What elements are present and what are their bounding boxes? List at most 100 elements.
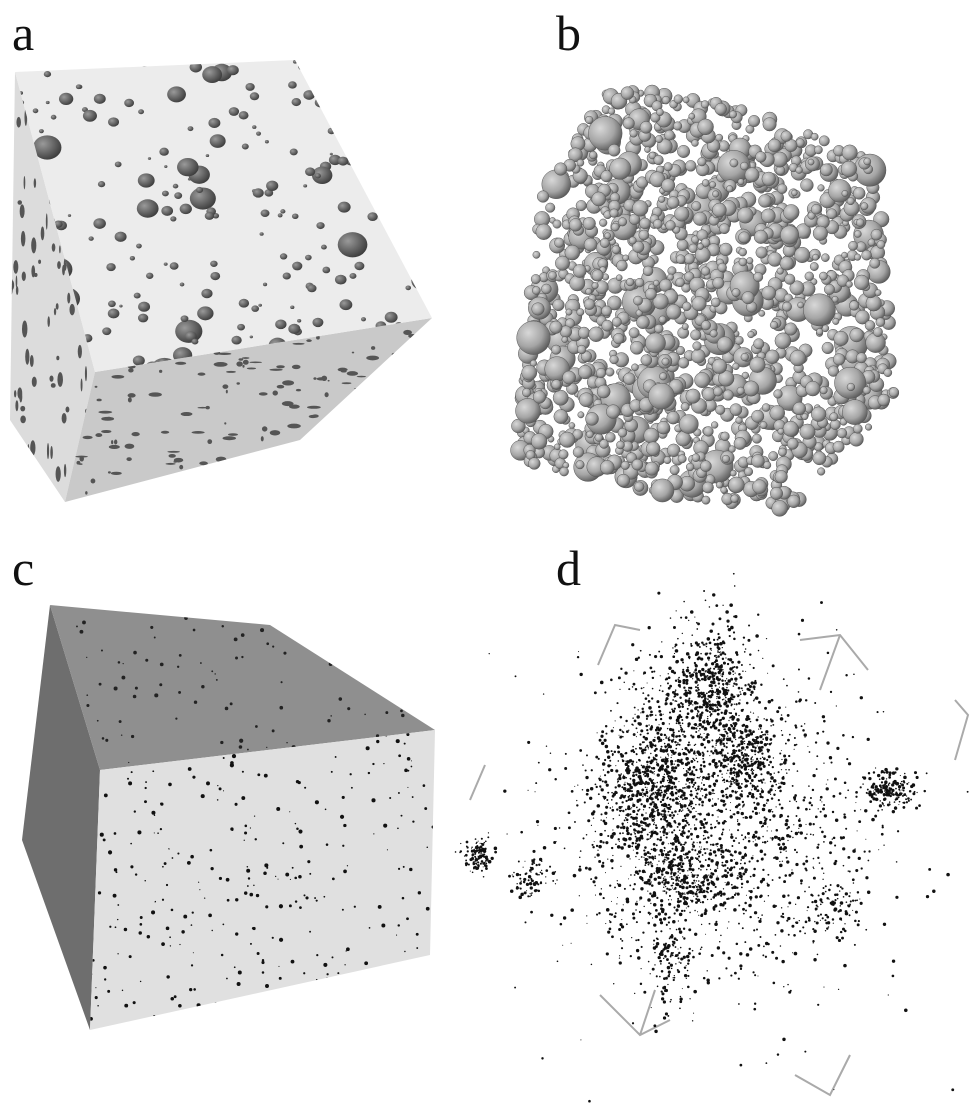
grain	[750, 357, 766, 373]
point	[706, 869, 708, 871]
point	[540, 871, 542, 873]
pore	[368, 397, 373, 399]
speck	[217, 799, 219, 801]
point	[631, 807, 632, 808]
point	[654, 857, 656, 859]
grain	[853, 424, 862, 433]
speck	[389, 673, 393, 677]
point	[642, 796, 643, 797]
point	[703, 703, 705, 705]
speck	[387, 849, 388, 850]
point	[599, 785, 601, 787]
point	[519, 882, 522, 885]
point	[704, 697, 707, 700]
point	[676, 744, 678, 746]
point	[641, 825, 642, 826]
speck	[244, 840, 245, 841]
point	[867, 789, 869, 791]
grain	[846, 281, 853, 288]
point	[708, 700, 711, 703]
point	[669, 736, 670, 737]
pore	[250, 335, 253, 338]
point	[755, 634, 759, 638]
point	[654, 750, 656, 752]
point	[916, 776, 919, 779]
speck	[327, 719, 330, 722]
speck	[134, 810, 136, 812]
point	[843, 865, 845, 867]
pore	[239, 299, 249, 308]
point	[649, 756, 650, 757]
point	[643, 793, 646, 796]
point	[632, 842, 635, 845]
pore	[324, 75, 335, 84]
point	[848, 895, 850, 897]
point	[586, 793, 589, 796]
point	[685, 616, 688, 619]
point	[766, 759, 768, 761]
point	[698, 868, 700, 870]
point	[635, 856, 636, 857]
grain	[608, 108, 615, 115]
point	[924, 790, 926, 792]
pore	[39, 129, 44, 133]
point	[709, 704, 712, 707]
pore	[138, 173, 155, 187]
point	[629, 759, 632, 762]
grain	[748, 331, 755, 338]
point	[646, 789, 648, 791]
point	[598, 793, 600, 795]
point	[706, 710, 708, 712]
point	[645, 824, 647, 826]
point	[682, 642, 684, 644]
point	[770, 725, 772, 727]
pore	[216, 457, 227, 462]
speck	[252, 927, 255, 930]
point	[672, 655, 675, 658]
grain	[657, 421, 670, 434]
speck	[397, 827, 399, 829]
grain	[717, 337, 733, 353]
pore	[115, 232, 127, 242]
point	[766, 802, 767, 803]
point	[695, 703, 696, 704]
point	[625, 814, 627, 816]
point	[643, 817, 646, 820]
pore	[95, 433, 102, 437]
point	[703, 765, 706, 768]
pore	[173, 184, 179, 189]
pore	[355, 444, 367, 447]
point	[751, 681, 754, 684]
point	[879, 800, 881, 802]
point	[859, 899, 860, 900]
speck	[290, 611, 293, 614]
point	[674, 786, 677, 789]
point	[662, 722, 665, 725]
point	[643, 805, 646, 808]
point	[643, 703, 645, 705]
point	[679, 744, 681, 746]
grain	[639, 218, 650, 229]
point	[735, 683, 738, 686]
point	[730, 780, 731, 781]
speck	[266, 747, 267, 748]
grain	[730, 159, 738, 167]
point	[682, 862, 685, 865]
pore	[396, 158, 407, 167]
grain	[533, 251, 540, 258]
point	[771, 797, 773, 799]
point	[781, 807, 784, 810]
point	[710, 667, 712, 669]
pore	[280, 253, 287, 259]
pore	[397, 369, 410, 374]
point	[730, 859, 733, 862]
point	[745, 749, 746, 750]
point	[756, 758, 758, 760]
point	[733, 631, 735, 633]
pore	[30, 440, 35, 455]
point	[474, 853, 476, 855]
point	[735, 651, 738, 654]
point	[729, 712, 730, 713]
point	[877, 799, 878, 800]
pore	[252, 125, 256, 129]
